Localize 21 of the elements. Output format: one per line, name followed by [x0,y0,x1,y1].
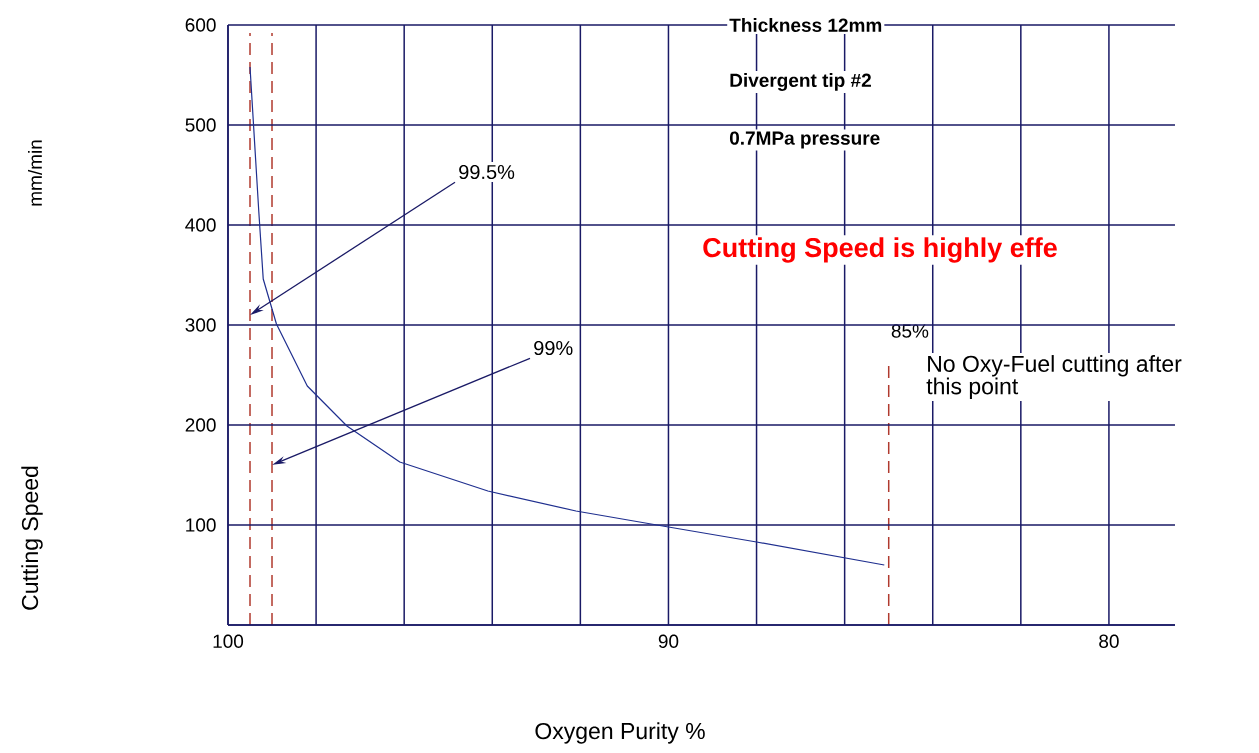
ref-line-label: 85% [891,324,929,338]
y-tick-label: 200 [185,418,216,432]
y-tick-label: 400 [185,218,216,232]
y-tick-label: 600 [185,18,216,32]
annotation: Divergent tip #2 [730,73,871,91]
annotation: Thickness 12mm [729,18,882,32]
annotation: 0.7MPa pressure [729,131,880,149]
x-tick-label: 100 [213,634,244,648]
x-tick-label: 90 [658,634,679,648]
annotation: 99% [534,340,573,356]
x-axis-title: Oxygen Purity % [535,722,705,744]
y-tick-label: 500 [185,118,216,132]
annotation: 99.5% [459,164,515,180]
text: mm/min [28,140,42,206]
y-tick-label: 300 [185,318,216,332]
y-tick-label: 100 [186,518,216,532]
text: Cutting Speed [21,466,43,610]
x-tick-label: 80 [1099,634,1119,648]
annotation: No Oxy-Fuel cutting after this point [926,355,1182,399]
annotation: Cutting Speed is highly effe [703,237,1057,263]
line-series [249,66,885,566]
